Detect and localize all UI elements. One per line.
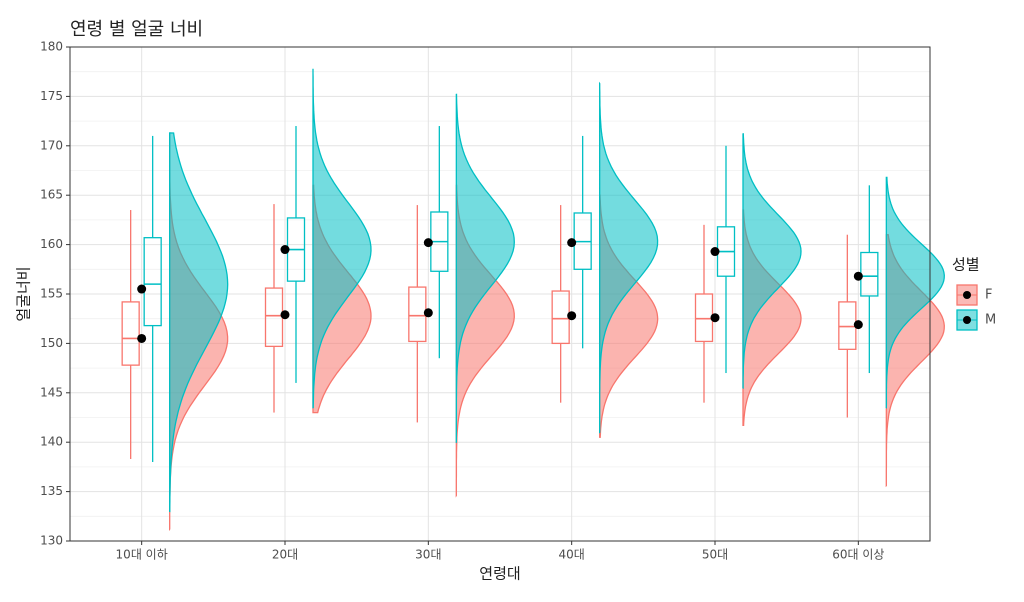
y-tick-label: 155	[40, 287, 63, 301]
box	[121, 301, 140, 366]
y-tick-label: 165	[40, 188, 63, 202]
mean-point	[853, 271, 863, 281]
y-tick-label: 175	[40, 89, 63, 103]
x-tick-label: 30대	[415, 548, 441, 562]
x-tick-label: 10대 이하	[116, 548, 168, 562]
violin	[169, 132, 229, 513]
y-tick-label: 135	[40, 484, 63, 498]
legend-key-dot	[963, 316, 971, 324]
mean-point	[280, 310, 290, 320]
y-tick-label: 180	[40, 40, 63, 54]
legend-key-dot	[963, 291, 971, 299]
chart-title: 연령 별 얼굴 너비	[70, 19, 203, 40]
x-tick-label: 40대	[559, 548, 585, 562]
y-tick-label: 145	[40, 385, 63, 399]
legend-label: F	[985, 288, 992, 303]
x-tick-label: 60대 이상	[832, 548, 884, 562]
y-tick-label: 140	[40, 435, 63, 449]
mean-point	[567, 311, 577, 321]
mean-point	[423, 308, 433, 318]
legend-label: M	[985, 313, 996, 328]
mean-point	[710, 313, 720, 323]
violin	[455, 93, 515, 443]
mean-point	[137, 284, 147, 294]
mean-point	[710, 247, 720, 257]
legend-title: 성별	[952, 256, 980, 274]
x-axis-label: 연령대	[479, 565, 520, 583]
x-tick-label: 50대	[702, 548, 728, 562]
y-axis-label: 얼굴너비	[15, 266, 33, 321]
y-tick-label: 170	[40, 138, 63, 152]
mean-point	[853, 320, 863, 330]
mean-point	[567, 238, 577, 248]
y-tick-label: 160	[40, 237, 63, 251]
violin	[742, 133, 802, 389]
x-tick-label: 20대	[272, 548, 298, 562]
violin	[885, 176, 945, 409]
y-tick-label: 130	[40, 534, 63, 548]
violin	[312, 68, 372, 409]
box	[143, 237, 162, 327]
mean-point	[280, 245, 290, 255]
violin	[599, 81, 659, 434]
mean-point	[137, 333, 147, 343]
mean-point	[423, 238, 433, 248]
y-tick-label: 150	[40, 336, 63, 350]
